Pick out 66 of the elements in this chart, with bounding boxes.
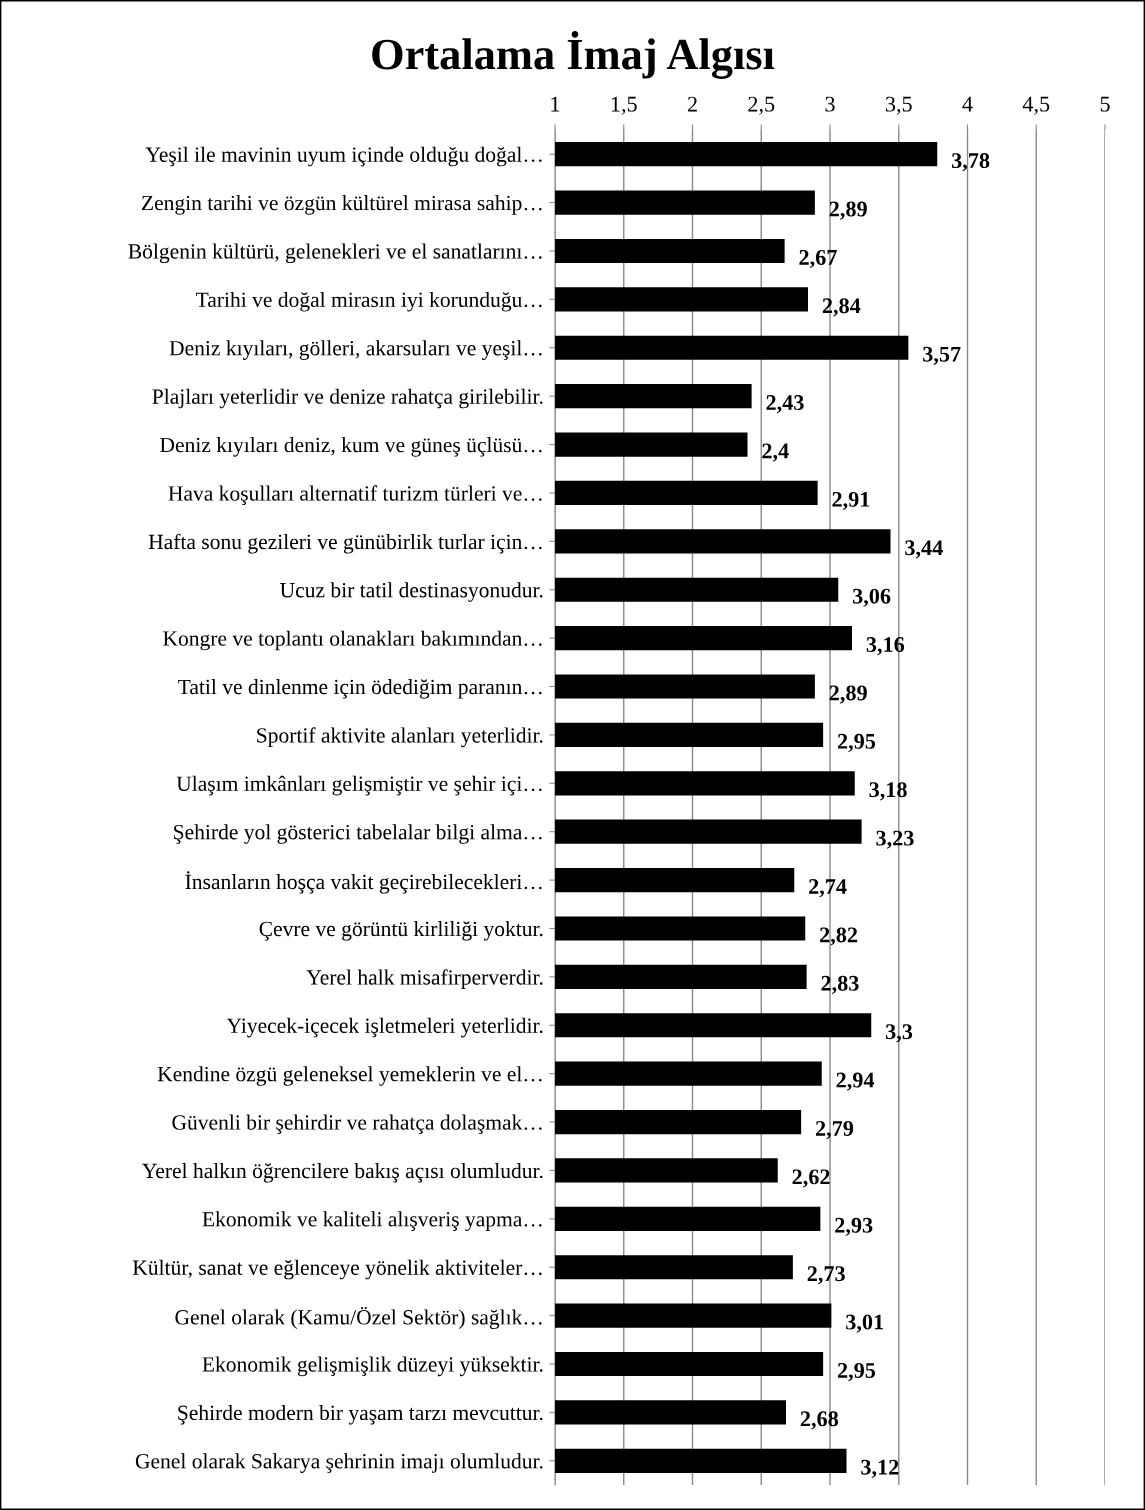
y-tick-label: Yeşil ile mavinin uyum içinde olduğu doğal… <box>145 146 542 167</box>
data-label: 3,12 <box>861 1459 899 1478</box>
data-label: 3,57 <box>923 346 961 365</box>
y-tick-label: Genel olarak Sakarya şehrinin imajı olumludur. <box>135 1453 543 1473</box>
data-label: 2,91 <box>832 491 870 511</box>
data-label: 2,93 <box>835 1217 873 1236</box>
x-tick-label: 1,5 <box>611 96 637 115</box>
x-tick-label: 2,5 <box>748 96 775 115</box>
y-tick-label: Kongre ve toplantı olanakları bakımından… <box>163 630 542 651</box>
y-tick-label: Kültür, sanat ve eğlenceye yönelik aktiviteler… <box>132 1259 542 1280</box>
data-label: 2,83 <box>821 975 859 994</box>
data-label: 3,16 <box>866 637 905 656</box>
y-tick-label: Tatil ve dinlenme için ödediğim paranın… <box>178 679 542 699</box>
data-label: 2,73 <box>807 1266 845 1285</box>
x-tick-label: 5 <box>1100 96 1110 112</box>
data-label: 3,18 <box>869 782 907 801</box>
x-tick-label: 1 <box>551 96 560 112</box>
data-label: 3,44 <box>905 540 943 559</box>
data-label: 2,84 <box>822 298 861 317</box>
data-label: 2,62 <box>792 1169 830 1188</box>
data-label: 2,89 <box>829 201 867 220</box>
y-tick-label: Yiyecek-içecek işletmeleri yeterlidir. <box>226 1017 543 1038</box>
data-label: 3,01 <box>846 1314 883 1333</box>
y-tick-label: Zengin tarihi ve özgün kültürel mirasa sahip… <box>141 195 542 215</box>
y-tick-label: Şehirde yol gösterici tabelalar bilgi alma… <box>174 824 542 844</box>
data-label: 2,95 <box>837 1362 876 1382</box>
y-tick-label: Bölgenin kültürü, gelenekleri ve el sanatlarını… <box>128 243 542 264</box>
data-label: 2,89 <box>829 685 867 704</box>
x-tick-label: 4,5 <box>1022 96 1050 115</box>
y-tick-label: Çevre ve görüntü kirliliği yoktur. <box>259 921 543 941</box>
y-tick-label: Yerel halk misafirperverdir. <box>306 969 543 990</box>
x-tick-label: 3,5 <box>885 96 912 115</box>
data-label: 3,3 <box>885 1024 913 1043</box>
x-tick-label: 2 <box>687 96 697 112</box>
x-tick-label: 3 <box>825 96 835 112</box>
data-label: 2,94 <box>836 1072 875 1091</box>
data-label: 2,79 <box>815 1121 854 1140</box>
y-tick-label: Hava koşulları alternatif turizm türleri ve… <box>168 485 542 506</box>
y-tick-label: Plajları yeterlidir ve denize rahatça girilebilir. <box>152 388 543 409</box>
y-tick-label: Genel olarak (Kamu/Özel Sektör) sağlık… <box>175 1306 542 1330</box>
y-tick-label: Şehirde modern bir yaşam tarzı mevcuttur. <box>178 1404 543 1425</box>
y-tick-label: Deniz kıyıları, gölleri, akarsuları ve yeşil… <box>169 340 542 360</box>
data-label: 2,82 <box>820 927 858 946</box>
data-label: 2,68 <box>800 1411 839 1430</box>
data-label: 3,23 <box>876 830 914 849</box>
data-label: 2,4 <box>762 443 789 462</box>
y-tick-label: Sportif aktivite alanları yeterlidir. <box>257 727 543 748</box>
y-tick-label: Güvenli bir şehirdir ve rahatça dolaşmak… <box>172 1114 542 1135</box>
data-label: 2,74 <box>809 879 847 898</box>
y-tick-label: Ulaşım imkânları gelişmiştir ve şehir içi… <box>176 775 542 796</box>
y-tick-label: Kendine özgü geleneksel yemeklerin ve el… <box>157 1066 542 1086</box>
data-label: 2,95 <box>837 733 876 753</box>
data-label: 3,06 <box>852 588 891 607</box>
y-tick-label: Yerel halkın öğrencilere bakış açısı olumludur. <box>142 1162 543 1183</box>
chart-title: Ortalama İmaj Algısı <box>372 31 775 79</box>
data-label: 2,67 <box>799 249 837 269</box>
y-tick-label: Hafta sonu gezileri ve günübirlik turlar için… <box>148 533 542 554</box>
y-tick-label: Ucuz bir tatil destinasyonudur. <box>280 582 543 602</box>
x-tick-label: 4 <box>962 96 973 112</box>
y-tick-label: Ekonomik ve kaliteli alışveriş yapma… <box>202 1211 542 1231</box>
y-tick-label: Ekonomik gelişmişlik düzeyi yüksektir. <box>202 1356 543 1377</box>
y-tick-label: Deniz kıyıları deniz, kum ve güneş üçlüsü… <box>160 437 542 457</box>
y-tick-label: İnsanların hoşça vakit geçirebilecekleri… <box>185 871 542 894</box>
y-tick-label: Tarihi ve doğal mirasın iyi korunduğu… <box>196 291 542 312</box>
data-label: 3,78 <box>951 153 990 172</box>
data-label: 2,43 <box>766 395 804 414</box>
